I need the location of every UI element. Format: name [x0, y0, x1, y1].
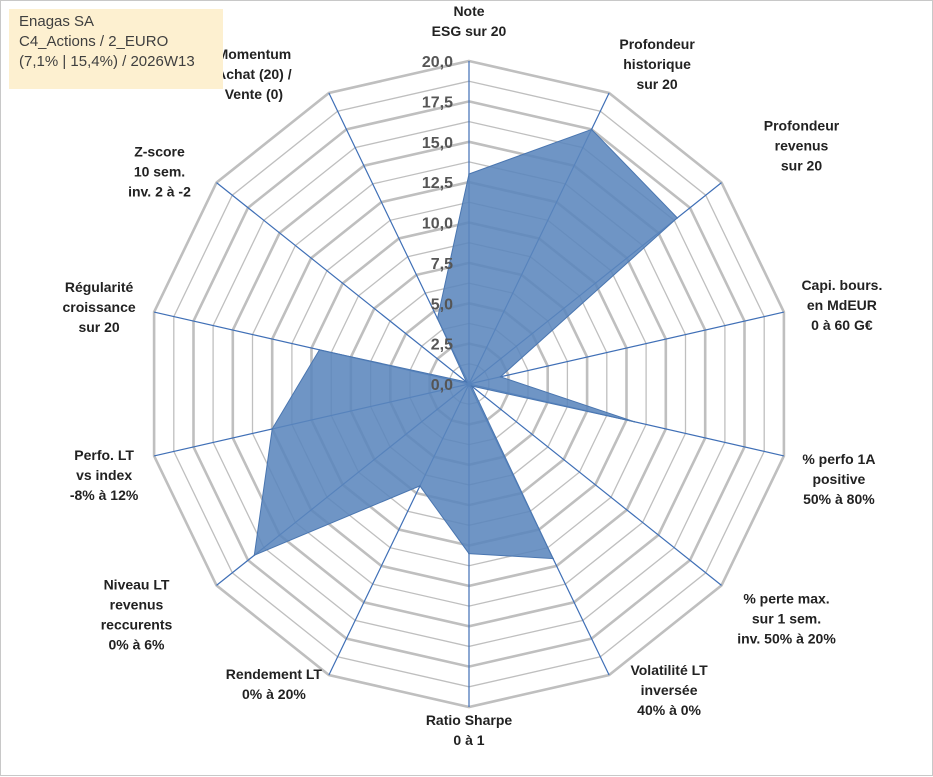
axis-spoke [216, 182, 470, 385]
series-area [253, 128, 679, 560]
data-point [552, 557, 554, 560]
info-period: (7,1% | 15,4%) / 2026W13 [19, 53, 195, 70]
axis-label: Perfo. LT vs index -8% à 12% [70, 447, 139, 503]
data-point [436, 317, 439, 320]
data-point [470, 385, 473, 387]
data-point [676, 217, 679, 219]
data-point [419, 485, 421, 487]
axis-label: Profondeur historique sur 20 [619, 36, 695, 92]
tick-label: 15,0 [422, 135, 453, 152]
axis-spoke [468, 383, 722, 586]
axis-label: Momentum Achat (20) / Vente (0) [216, 46, 292, 102]
tick-label: 17,5 [422, 94, 453, 111]
axis-label: Ratio Sharpe 0 à 1 [426, 712, 513, 748]
tick-label: 5,0 [431, 296, 453, 313]
axis-label: Profondeur revenus sur 20 [764, 118, 840, 174]
axis-label: Z-score 10 sem. inv. 2 à -2 [128, 144, 191, 200]
axis-label: % perte max. sur 1 sem. inv. 50% à 20% [737, 590, 836, 646]
data-point [468, 173, 470, 175]
tick-label: 12,5 [422, 175, 453, 192]
data-point [318, 349, 321, 351]
axis-spoke [468, 311, 785, 385]
info-box: Enagas SA C4_Actions / 2_EURO (7,1% | 15… [9, 9, 223, 89]
axis-label: % perfo 1A positive 50% à 80% [802, 451, 875, 507]
axis-label: Rendement LT 0% à 20% [226, 666, 323, 702]
axis-label: Capi. bours. en MdEUR 0 à 60 G€ [801, 277, 882, 333]
info-company: Enagas SA [19, 13, 95, 30]
data-point [499, 376, 502, 378]
data-point [633, 420, 636, 423]
series-layer [253, 128, 679, 560]
data-point [590, 128, 593, 131]
label-layer: Note ESG sur 20 Profondeur historique sur 20… [63, 3, 883, 748]
tick-label: 0,0 [431, 377, 453, 394]
data-point [468, 552, 470, 555]
axis-label: Niveau LT revenus reccurents 0% à 6% [101, 576, 173, 652]
data-point [271, 428, 274, 430]
tick-label: 10,0 [422, 216, 453, 233]
tick-label: 20,0 [422, 54, 453, 71]
data-point [253, 554, 256, 556]
data-point [465, 381, 468, 383]
axis-label: Régularité croissance sur 20 [63, 279, 136, 335]
axis-label: Note ESG sur 20 [432, 3, 507, 39]
axis-label: Volatilité LT inversée 40% à 0% [630, 662, 708, 718]
info-category: C4_Actions / 2_EURO [19, 33, 169, 50]
tick-label: 7,5 [431, 256, 453, 273]
tick-layer: 0,0 2,5 5,0 7,5 10,0 12,5 15,0 17,5 20,0 [422, 54, 453, 394]
tick-label: 2,5 [431, 337, 453, 354]
